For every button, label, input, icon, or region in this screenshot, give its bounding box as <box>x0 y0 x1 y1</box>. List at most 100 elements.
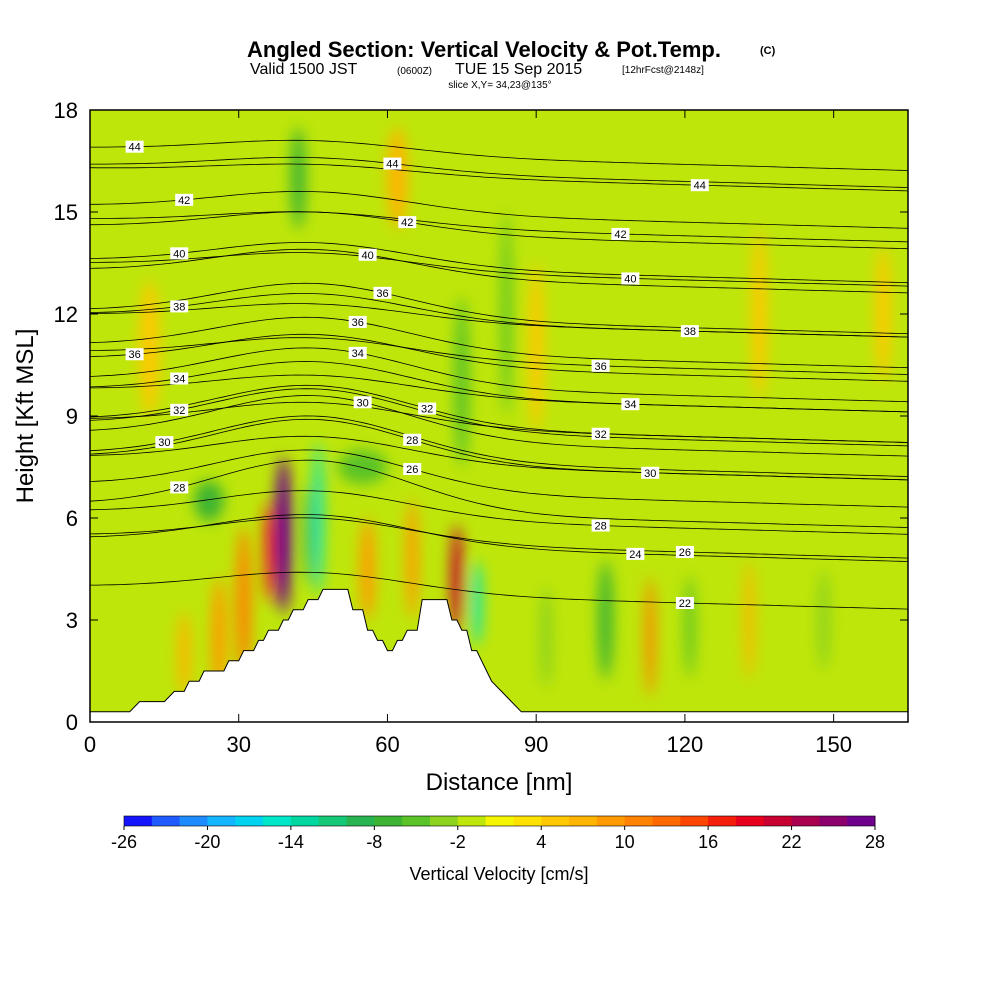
isentrope-label-box <box>353 396 372 409</box>
colorbar-swatch <box>763 816 793 826</box>
isentrope-label-box <box>125 348 144 361</box>
isentrope-line <box>90 242 908 284</box>
velocity-cell <box>290 127 306 229</box>
isentrope-label-box <box>626 547 645 560</box>
title-tag: (C) <box>760 45 776 57</box>
colorbar-swatch <box>847 816 876 826</box>
x-tick-label: 60 <box>375 732 399 757</box>
forecast-tag: [12hrFcst@2148z] <box>622 65 704 76</box>
velocity-cell <box>194 480 224 522</box>
terrain-profile <box>90 588 908 722</box>
colorbar-tick-label: 10 <box>615 832 635 852</box>
isentrope-label-box <box>641 466 660 479</box>
colorbar-swatch <box>624 816 653 826</box>
colorbar-swatch <box>235 816 264 826</box>
isentrope-label-box <box>403 463 422 476</box>
colorbar-tick-label: 22 <box>782 832 802 852</box>
colorbar-tick-label: 28 <box>865 832 885 852</box>
isentrope-label: 26 <box>406 464 418 476</box>
isentrope-label-box <box>170 403 189 416</box>
colorbar-tick-label: -20 <box>194 832 220 852</box>
isentrope-label: 38 <box>173 301 185 313</box>
isentrope-label: 24 <box>629 549 641 561</box>
velocity-cell <box>454 297 470 467</box>
colorbar-swatch <box>596 816 626 826</box>
x-tick-label: 30 <box>226 732 250 757</box>
velocity-cell <box>528 263 544 433</box>
isentrope-label: 44 <box>386 159 398 171</box>
isentrope-line <box>90 163 908 192</box>
isentrope-label: 38 <box>684 326 696 338</box>
isentrope-label: 30 <box>357 397 369 409</box>
isentrope-label: 42 <box>178 195 190 207</box>
isentrope-contours <box>90 139 908 610</box>
colorbar-tick-label: 16 <box>698 832 718 852</box>
velocity-cell <box>211 577 227 697</box>
colorbar-swatch <box>708 816 737 826</box>
isentrope-line <box>90 211 908 250</box>
velocity-cell <box>744 560 755 680</box>
isentrope-label: 30 <box>158 437 170 449</box>
colorbar-swatch <box>680 816 709 826</box>
isentrope-label: 32 <box>595 429 607 441</box>
colorbar-swatch <box>151 816 181 826</box>
valid-date: TUE 15 Sep 2015 <box>455 61 582 78</box>
isentrope-label-box <box>170 247 189 260</box>
isentrope-label: 28 <box>595 521 607 533</box>
isentrope-line <box>90 415 908 477</box>
colorbar-swatch <box>735 816 765 826</box>
isentrope-label: 42 <box>614 229 626 241</box>
isentrope-labels: 44 44 44 42 42 42 40 40 40 38 36 38 36 36 36 34 34 34 32 32… <box>125 140 709 610</box>
isentrope-label: 42 <box>401 217 413 229</box>
y-tick-label: 3 <box>66 608 78 633</box>
isentrope-line <box>90 517 908 559</box>
velocity-cell <box>387 127 408 229</box>
isentrope-line <box>90 190 908 229</box>
velocity-cell <box>304 484 312 586</box>
isentrope-line <box>90 156 908 188</box>
isentrope-label-box <box>383 157 402 170</box>
isentrope-label: 40 <box>173 248 185 260</box>
velocity-cell <box>471 560 482 646</box>
velocity-cell <box>817 569 830 671</box>
isentrope-line <box>90 395 908 457</box>
y-tick-label: 9 <box>66 404 78 429</box>
velocity-cell <box>875 246 891 382</box>
isentrope-label-box <box>155 436 174 449</box>
isentrope-line <box>90 388 908 447</box>
isentrope-line <box>90 374 908 413</box>
isentrope-label: 28 <box>406 435 418 447</box>
isentrope-label-box <box>170 372 189 385</box>
isentrope-label-box <box>418 402 437 415</box>
isentrope-label-box <box>348 315 367 328</box>
colorbar-frame <box>123 815 876 827</box>
isentrope-label-box <box>591 359 610 372</box>
y-tick-label: 12 <box>54 302 78 327</box>
slice-text: slice X,Y= 34,23@135° <box>448 80 551 91</box>
isentrope-line <box>90 252 908 287</box>
isentrope-label-box <box>621 272 640 285</box>
isentrope-label: 34 <box>352 348 364 360</box>
y-tick-label: 15 <box>54 200 78 225</box>
plot-area: 44 44 44 42 42 42 40 40 40 38 36 38 36 36 36 34 34 34 32 32… <box>90 110 908 722</box>
isentrope-label: 34 <box>173 374 185 386</box>
colorbar-title: Vertical Velocity [cm/s] <box>409 864 588 884</box>
isentrope-label-box <box>621 398 640 411</box>
colorbar-tick-label: -26 <box>111 832 137 852</box>
x-tick-label: 0 <box>84 732 96 757</box>
x-tick-label: 90 <box>524 732 548 757</box>
valid-prefix: Valid 1500 JST <box>250 61 358 78</box>
velocity-cell <box>406 499 419 619</box>
colorbar-tick-label: -8 <box>366 832 382 852</box>
isentrope-label-box <box>398 216 417 229</box>
colorbar-swatch <box>318 816 348 826</box>
colorbar-swatch <box>429 816 459 826</box>
isentrope-label: 36 <box>352 317 364 329</box>
colorbar-swatch <box>179 816 208 826</box>
isentrope-label-box <box>403 433 422 446</box>
velocity-cell <box>645 577 656 697</box>
isentrope-line <box>90 459 908 528</box>
isentrope-line <box>90 211 908 243</box>
